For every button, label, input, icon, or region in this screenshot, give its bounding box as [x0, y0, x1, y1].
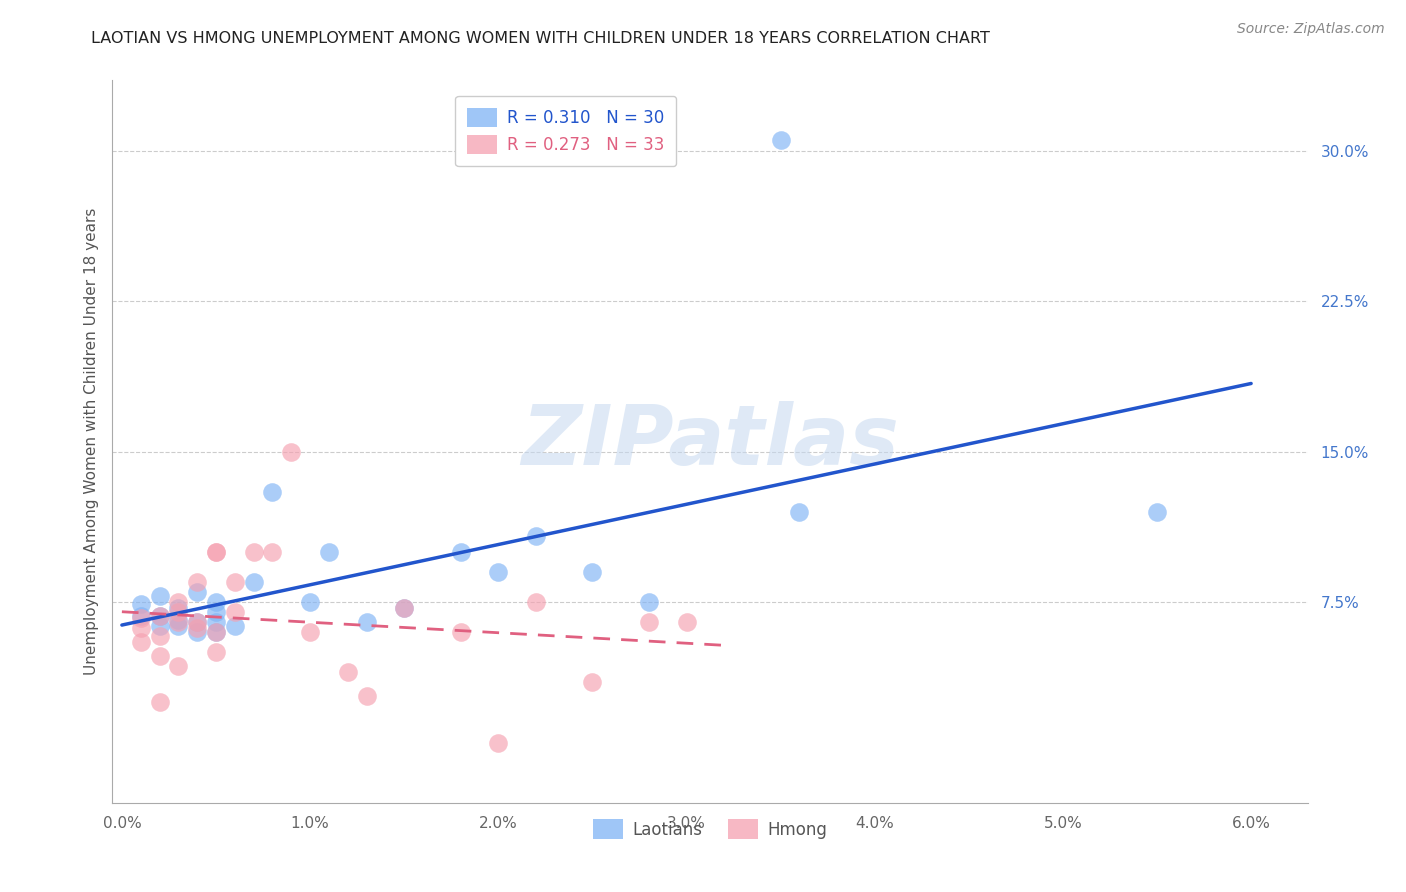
- Point: [392, 601, 415, 615]
- Point: [186, 585, 208, 599]
- Text: Source: ZipAtlas.com: Source: ZipAtlas.com: [1237, 22, 1385, 37]
- Point: [637, 615, 659, 630]
- Point: [148, 609, 170, 624]
- Point: [148, 619, 170, 633]
- Point: [205, 625, 228, 640]
- Point: [224, 605, 246, 619]
- Point: [224, 619, 246, 633]
- Point: [318, 545, 340, 559]
- Point: [675, 615, 697, 630]
- Point: [392, 601, 415, 615]
- Point: [299, 595, 322, 609]
- Point: [167, 595, 190, 609]
- Point: [356, 690, 378, 704]
- Point: [148, 629, 170, 643]
- Legend: Laotians, Hmong: Laotians, Hmong: [582, 809, 838, 848]
- Point: [148, 589, 170, 603]
- Point: [486, 565, 509, 579]
- Point: [637, 595, 659, 609]
- Point: [1146, 505, 1168, 519]
- Point: [129, 597, 152, 611]
- Point: [167, 659, 190, 673]
- Point: [148, 609, 170, 624]
- Point: [224, 575, 246, 590]
- Point: [186, 615, 208, 630]
- Point: [524, 529, 547, 543]
- Point: [148, 649, 170, 664]
- Point: [129, 609, 152, 624]
- Point: [167, 601, 190, 615]
- Point: [167, 613, 190, 627]
- Point: [581, 565, 603, 579]
- Point: [186, 575, 208, 590]
- Point: [299, 625, 322, 640]
- Point: [450, 545, 472, 559]
- Point: [450, 625, 472, 640]
- Point: [262, 545, 284, 559]
- Point: [356, 615, 378, 630]
- Point: [205, 615, 228, 630]
- Point: [186, 615, 208, 630]
- Point: [769, 134, 792, 148]
- Point: [129, 635, 152, 649]
- Point: [205, 625, 228, 640]
- Point: [205, 605, 228, 619]
- Point: [205, 545, 228, 559]
- Point: [242, 545, 264, 559]
- Point: [280, 444, 302, 458]
- Point: [186, 625, 208, 640]
- Point: [262, 484, 284, 499]
- Point: [524, 595, 547, 609]
- Point: [167, 615, 190, 630]
- Point: [129, 611, 152, 625]
- Point: [486, 735, 509, 749]
- Text: LAOTIAN VS HMONG UNEMPLOYMENT AMONG WOMEN WITH CHILDREN UNDER 18 YEARS CORRELATI: LAOTIAN VS HMONG UNEMPLOYMENT AMONG WOME…: [91, 31, 990, 46]
- Point: [148, 696, 170, 710]
- Point: [205, 595, 228, 609]
- Point: [581, 675, 603, 690]
- Point: [186, 621, 208, 635]
- Point: [205, 645, 228, 659]
- Point: [205, 545, 228, 559]
- Point: [789, 505, 811, 519]
- Text: ZIPatlas: ZIPatlas: [522, 401, 898, 482]
- Point: [336, 665, 359, 680]
- Y-axis label: Unemployment Among Women with Children Under 18 years: Unemployment Among Women with Children U…: [83, 208, 98, 675]
- Point: [129, 621, 152, 635]
- Point: [167, 619, 190, 633]
- Point: [242, 575, 264, 590]
- Point: [167, 605, 190, 619]
